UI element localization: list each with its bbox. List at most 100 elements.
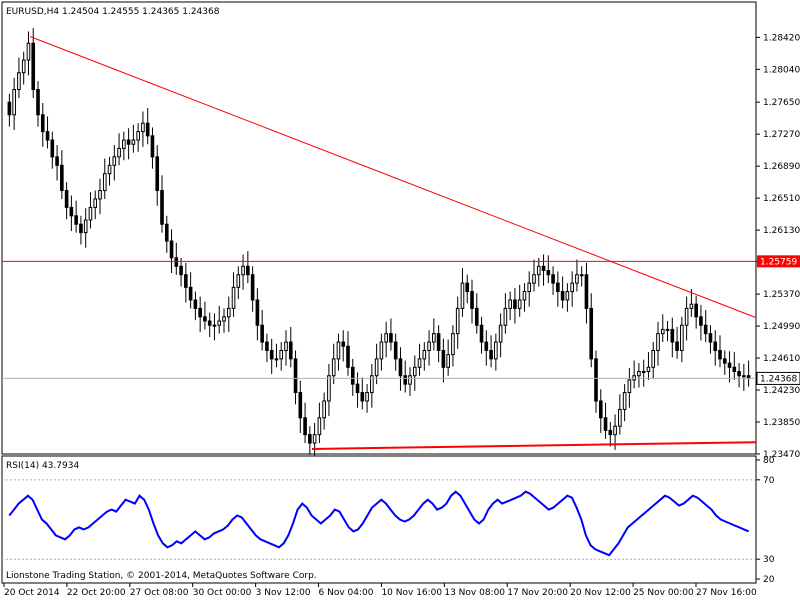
trendline-descending [29, 36, 757, 319]
candle-body [613, 425, 617, 436]
candle-body [465, 282, 470, 293]
price-tick-label: 1.26510 [763, 194, 800, 204]
candle-body [131, 139, 136, 145]
candle-body [742, 375, 746, 378]
candle-body [184, 274, 188, 288]
candle-body [102, 173, 107, 192]
time-tick-label: 17 Nov 20:00 [507, 588, 568, 598]
candle-body [627, 379, 632, 394]
candle-body [17, 72, 21, 91]
candle-body [508, 299, 512, 309]
candle-body [88, 206, 93, 221]
time-tick-label: 25 Nov 00:00 [633, 588, 694, 598]
time-tick-label: 6 Nov 04:00 [319, 588, 374, 598]
candle-body [83, 219, 88, 234]
candle-body [69, 206, 74, 217]
candle-body [179, 265, 183, 276]
price-tick-label: 1.28420 [763, 33, 800, 43]
candle-body [284, 341, 288, 351]
candle-body [651, 349, 656, 368]
candle-body [60, 164, 64, 192]
candle-body [269, 349, 274, 360]
candle-body [198, 307, 202, 318]
time-tick-label: 30 Oct 00:00 [193, 588, 252, 598]
candle-body [379, 341, 384, 360]
candle-body [117, 147, 121, 158]
candle-body [112, 156, 117, 166]
candle-body [670, 328, 675, 343]
price-tick-label: 1.28040 [763, 65, 800, 75]
support-line [311, 441, 757, 450]
candle-body [141, 122, 145, 133]
candle-body [560, 291, 565, 301]
candle-body [360, 392, 365, 402]
candle-body [694, 303, 698, 318]
candle-body [107, 164, 112, 175]
time-tick-label: 13 Nov 08:00 [444, 588, 505, 598]
candle-body [98, 190, 102, 200]
candle-body [722, 358, 727, 364]
candle-body [598, 400, 603, 419]
candle-body [246, 265, 250, 276]
candle-body [308, 434, 312, 444]
candle-body [689, 303, 694, 309]
time-tick-label: 3 Nov 12:00 [256, 588, 311, 598]
candle-body [398, 358, 403, 377]
symbol-label: EURUSD,H4 [6, 7, 59, 17]
candle-body [365, 392, 369, 402]
candle-body [341, 341, 346, 347]
candle-body [12, 89, 16, 116]
candle-body [260, 324, 264, 343]
candle-body [160, 190, 164, 225]
candle-body [203, 316, 207, 322]
candle-body [250, 274, 255, 301]
candlestick-series [7, 28, 751, 459]
time-axis: 20 Oct 2014 22 Oct 20:00 27 Oct 08:00 30 Oc… [3, 583, 757, 598]
candle-body [317, 417, 322, 436]
candle-body [255, 299, 260, 326]
candle-body [350, 366, 355, 385]
candle-body [336, 341, 341, 360]
candle-body [680, 324, 684, 351]
candle-body [727, 362, 732, 368]
price-tick-label: 1.25370 [763, 290, 800, 300]
candle-body [346, 345, 350, 368]
candle-body [594, 358, 598, 402]
rsi-tick-label: 20 [763, 575, 775, 585]
candle-body [503, 307, 508, 326]
candle-body [422, 349, 427, 360]
candle-body [403, 375, 408, 385]
candle-body [50, 139, 55, 158]
candle-body [489, 349, 493, 360]
candle-body [541, 265, 546, 272]
candle-body [145, 122, 150, 137]
candle-body [513, 299, 517, 309]
candle-body [355, 383, 360, 394]
candle-body [589, 307, 594, 360]
candle-body [150, 135, 155, 158]
candle-body [217, 320, 222, 326]
candle-body [122, 139, 126, 149]
ohlc-readout: 1.24504 1.24555 1.24365 1.24368 [62, 7, 220, 17]
price-tick-label: 1.26890 [763, 162, 800, 172]
candle-body [412, 366, 417, 377]
rsi-tick-label: 70 [763, 476, 775, 486]
candle-body [322, 400, 326, 419]
candle-body [584, 274, 589, 309]
candle-body [7, 101, 12, 116]
candle-body [384, 333, 388, 343]
rsi-axis: 80 70 30 20 [756, 456, 775, 585]
candle-body [126, 139, 131, 145]
candle-body [637, 371, 641, 377]
candle-body [570, 282, 574, 293]
candle-body [226, 307, 231, 318]
price-tick-label: 1.24230 [763, 386, 800, 396]
candle-body [575, 274, 579, 284]
candle-body [389, 333, 393, 343]
candle-body [293, 358, 298, 394]
candle-body [40, 114, 45, 133]
candle-body [579, 274, 584, 277]
candle-body [393, 341, 398, 360]
price-tick-label: 1.23470 [763, 450, 800, 460]
candle-body [164, 223, 169, 242]
